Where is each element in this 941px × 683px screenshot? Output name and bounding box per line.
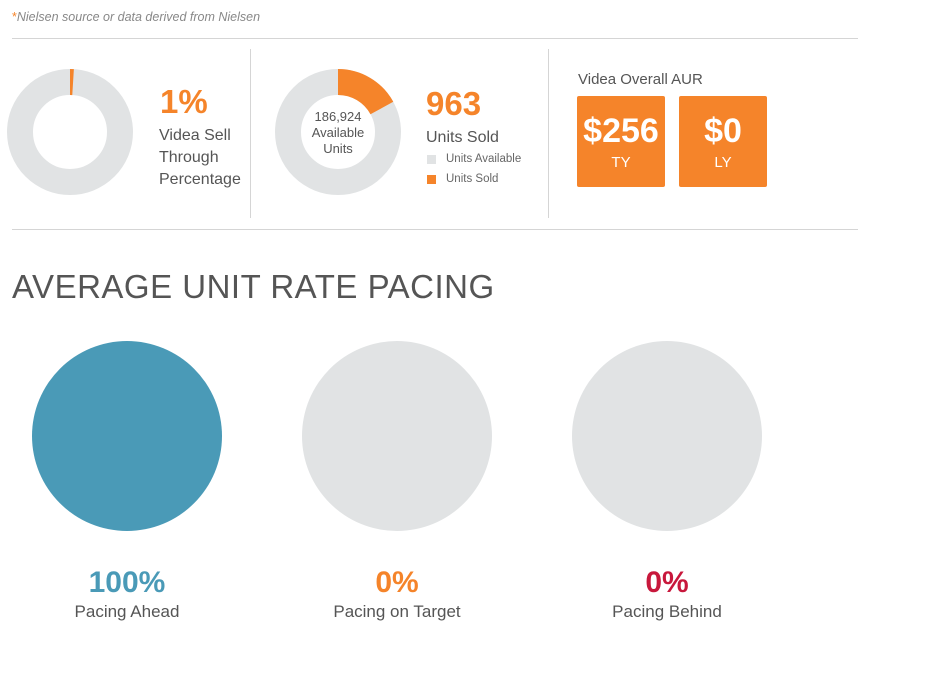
pacing-behind-percent: 0% [645, 566, 689, 599]
legend-label-sold: Units Sold [446, 173, 499, 185]
pacing-behind-stat: 0% Pacing Behind [567, 566, 767, 622]
pacing-behind-pie [572, 341, 762, 531]
units-center-line-1: 186,924 [314, 109, 362, 124]
aur-ly-box: $0 LY [679, 96, 767, 187]
pacing-behind-circle [572, 341, 762, 531]
sell-through-value: 1% [160, 83, 208, 120]
pacing-ahead-circle [32, 341, 222, 531]
pacing-behind-label: Pacing Behind [612, 602, 722, 621]
divider-vertical-1 [250, 49, 251, 218]
pacing-ahead-pie [32, 341, 222, 531]
pacing-ahead-label: Pacing Ahead [74, 602, 180, 621]
pacing-on-target-label: Pacing on Target [333, 602, 461, 621]
pacing-on-target-stat: 0% Pacing on Target [297, 566, 497, 622]
sell-through-donut [7, 69, 133, 195]
aur-ly-value: $0 [704, 112, 742, 150]
units-center-line-3: Units [323, 141, 353, 156]
pacing-on-target-percent: 0% [375, 566, 419, 599]
sell-through-label-line-2: Through [159, 149, 219, 166]
pacing-ahead-stat: 100% Pacing Ahead [27, 566, 227, 622]
units-sold-arc [275, 69, 401, 195]
units-donut [275, 69, 401, 195]
units-sold-value: 963 [426, 85, 482, 122]
pacing-on-target-pie [302, 341, 492, 531]
aur-ty-value: $256 [583, 112, 659, 150]
legend-swatch-sold [427, 174, 436, 184]
aur-ly-label: LY [714, 154, 732, 171]
units-legend: Units Available Units Sold [427, 153, 521, 185]
units-center-text: 186,924 Available Units [298, 109, 378, 157]
aur-ty-label: TY [611, 154, 631, 171]
sell-through-arc [7, 69, 133, 195]
section-title: AVERAGE UNIT RATE PACING [12, 268, 495, 305]
sell-through-label-line-1: Videa Sell [159, 127, 231, 144]
note-text: Nielsen source or data derived from Niel… [16, 10, 261, 24]
legend-units-available: Units Available [427, 153, 521, 165]
units-sold-label: Units Sold [426, 129, 499, 146]
units-center-line-2: Available [311, 125, 365, 140]
sell-through-label: Videa Sell Through Percentage [159, 125, 241, 191]
divider-top [12, 38, 858, 39]
divider-middle [12, 229, 858, 230]
divider-vertical-2 [548, 49, 549, 218]
sell-through-track [7, 69, 133, 195]
legend-label-available: Units Available [446, 153, 522, 165]
pacing-on-target-circle [302, 341, 492, 531]
legend-swatch-available [427, 154, 436, 164]
sell-through-label-line-3: Percentage [159, 171, 241, 188]
nielsen-note: *Nielsen source or data derived from Nie… [12, 10, 260, 24]
asterisk: * [12, 10, 17, 24]
pacing-ahead-percent: 100% [88, 566, 166, 599]
aur-title: Videa Overall AUR [578, 71, 703, 88]
aur-ty-box: $256 TY [577, 96, 665, 187]
legend-units-sold: Units Sold [427, 173, 521, 185]
